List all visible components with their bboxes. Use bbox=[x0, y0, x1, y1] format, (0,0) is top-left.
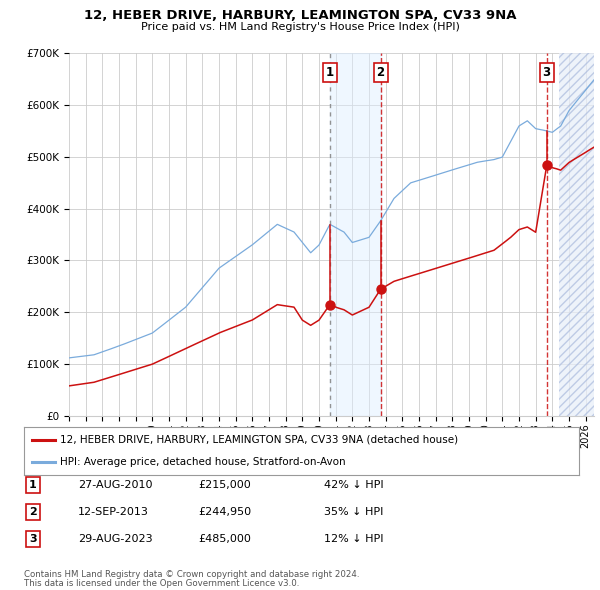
Text: 12, HEBER DRIVE, HARBURY, LEAMINGTON SPA, CV33 9NA: 12, HEBER DRIVE, HARBURY, LEAMINGTON SPA… bbox=[84, 9, 516, 22]
Text: 42% ↓ HPI: 42% ↓ HPI bbox=[324, 480, 383, 490]
Text: 27-AUG-2010: 27-AUG-2010 bbox=[78, 480, 152, 490]
Text: 2: 2 bbox=[377, 66, 385, 79]
Bar bbox=[330, 53, 380, 416]
Text: 1: 1 bbox=[29, 480, 37, 490]
Text: 35% ↓ HPI: 35% ↓ HPI bbox=[324, 507, 383, 517]
Text: 1: 1 bbox=[326, 66, 334, 79]
Text: 12-SEP-2013: 12-SEP-2013 bbox=[78, 507, 149, 517]
Text: £215,000: £215,000 bbox=[198, 480, 251, 490]
Text: This data is licensed under the Open Government Licence v3.0.: This data is licensed under the Open Gov… bbox=[24, 579, 299, 588]
Text: Price paid vs. HM Land Registry's House Price Index (HPI): Price paid vs. HM Land Registry's House … bbox=[140, 22, 460, 32]
Text: £244,950: £244,950 bbox=[198, 507, 251, 517]
Bar bbox=[559, 53, 594, 416]
Text: 2: 2 bbox=[29, 507, 37, 517]
Text: £485,000: £485,000 bbox=[198, 535, 251, 544]
Text: 29-AUG-2023: 29-AUG-2023 bbox=[78, 535, 152, 544]
Text: 12% ↓ HPI: 12% ↓ HPI bbox=[324, 535, 383, 544]
Text: 3: 3 bbox=[542, 66, 551, 79]
Text: 3: 3 bbox=[29, 535, 37, 544]
Text: 12, HEBER DRIVE, HARBURY, LEAMINGTON SPA, CV33 9NA (detached house): 12, HEBER DRIVE, HARBURY, LEAMINGTON SPA… bbox=[60, 435, 458, 445]
Text: HPI: Average price, detached house, Stratford-on-Avon: HPI: Average price, detached house, Stra… bbox=[60, 457, 346, 467]
Text: Contains HM Land Registry data © Crown copyright and database right 2024.: Contains HM Land Registry data © Crown c… bbox=[24, 570, 359, 579]
